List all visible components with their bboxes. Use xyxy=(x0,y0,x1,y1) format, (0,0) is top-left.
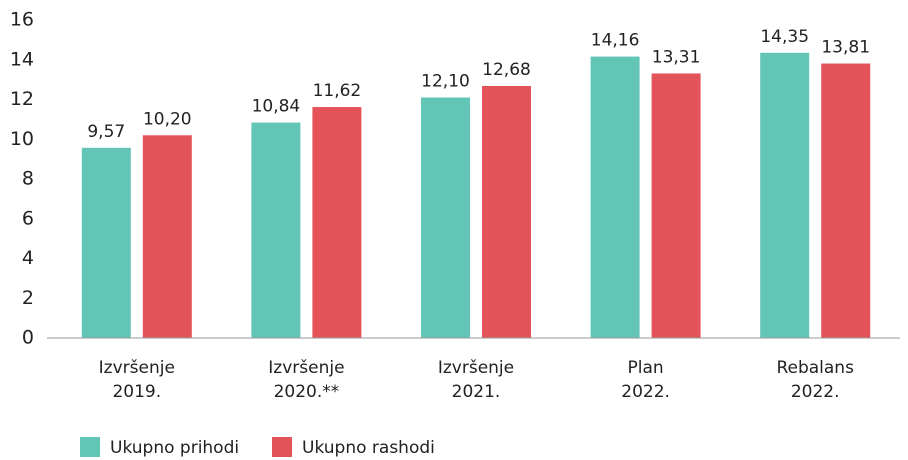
bar xyxy=(760,52,810,338)
bar xyxy=(81,147,131,338)
y-tick-label: 6 xyxy=(22,207,34,229)
data-label: 12,68 xyxy=(482,60,531,80)
data-label: 9,57 xyxy=(87,122,125,142)
x-tick-label: Izvršenje 2019. xyxy=(99,358,175,402)
legend-swatch xyxy=(80,437,100,457)
x-tick-label: Izvršenje 2020.** xyxy=(268,358,344,402)
y-tick-label: 8 xyxy=(22,168,34,190)
bar xyxy=(421,97,470,338)
data-label: 14,35 xyxy=(760,27,809,47)
data-label: 10,84 xyxy=(252,97,301,117)
data-label: 10,20 xyxy=(143,109,192,129)
bar xyxy=(821,63,871,339)
x-tick-label: Plan 2022. xyxy=(621,358,670,402)
y-tick-label: 14 xyxy=(10,48,34,70)
y-tick-label: 12 xyxy=(10,88,34,110)
legend-swatch xyxy=(272,437,292,457)
bar xyxy=(590,56,640,338)
legend-label: Ukupno prihodi xyxy=(110,438,239,458)
y-tick-label: 16 xyxy=(10,9,34,31)
data-label: 13,81 xyxy=(821,38,870,58)
y-tick-label: 10 xyxy=(10,128,34,150)
data-label: 14,16 xyxy=(591,31,640,51)
bar xyxy=(251,122,301,339)
bar xyxy=(651,73,701,339)
x-tick-label: Rebalans 2022. xyxy=(776,358,854,402)
y-tick-label: 0 xyxy=(22,327,34,349)
data-label: 12,10 xyxy=(421,72,470,92)
bar xyxy=(312,107,362,339)
y-tick-label: 4 xyxy=(22,247,34,269)
bar xyxy=(142,135,192,338)
y-tick-label: 2 xyxy=(22,287,34,309)
legend-label: Ukupno rashodi xyxy=(302,438,435,458)
x-tick-label: Izvršenje 2021. xyxy=(438,358,514,402)
bar xyxy=(482,85,531,338)
data-label: 13,31 xyxy=(652,47,701,67)
data-label: 11,62 xyxy=(313,81,362,101)
